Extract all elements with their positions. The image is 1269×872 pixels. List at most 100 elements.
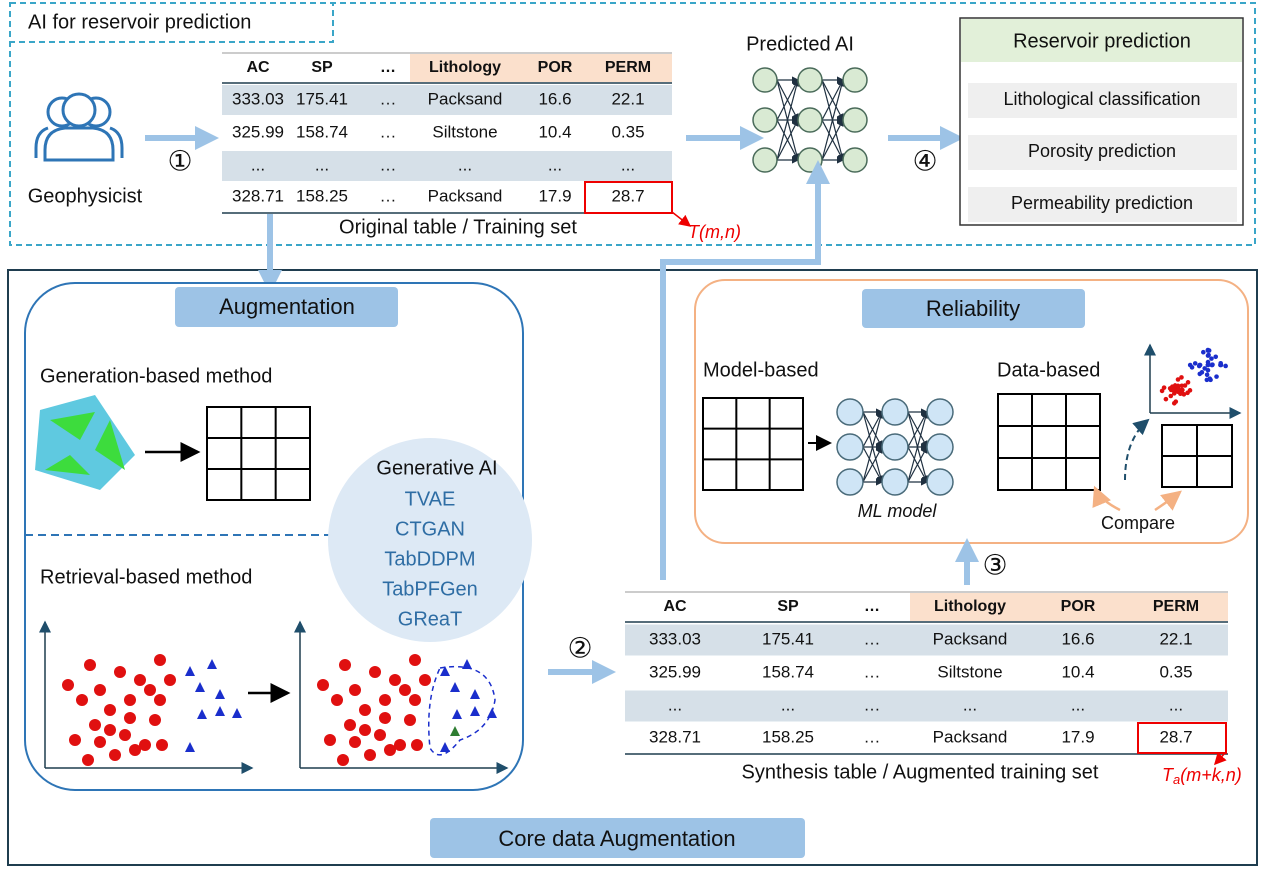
table-cell: 325.99 [232, 122, 284, 141]
table-cell: 328.71 [232, 186, 284, 205]
sample-dot [104, 704, 116, 716]
table-cell: Packsand [428, 89, 503, 108]
sample-dot [394, 739, 406, 751]
sample-dot [384, 744, 396, 756]
table-cell: … [864, 695, 881, 714]
mini-dot [1179, 375, 1184, 380]
row-shade [222, 151, 672, 181]
sample-dot [94, 736, 106, 748]
table-cell: 328.71 [649, 727, 701, 746]
sample-dot [124, 712, 136, 724]
mini-dot [1213, 354, 1219, 360]
reservoir-item-bg [968, 83, 1237, 118]
row-shade [222, 85, 672, 115]
sample-triangle [215, 706, 225, 716]
sample-dot [364, 749, 376, 761]
table-cell: … [864, 727, 881, 746]
table-cell: 28.7 [611, 186, 644, 205]
generative-ai-title: Generative AI [376, 457, 497, 479]
mini-dot [1180, 387, 1185, 393]
table-cell: 175.41 [296, 89, 348, 108]
reliability-title: Reliability [926, 296, 1020, 321]
column-header: PERM [605, 59, 651, 76]
mini-dot [1209, 362, 1215, 368]
net-node [881, 468, 909, 496]
column-header: Lithology [934, 598, 1006, 615]
mini-dot [1179, 383, 1185, 389]
model-based-label: Model-based [703, 359, 819, 381]
mini-dot [1185, 380, 1191, 385]
mini-dot [1175, 387, 1181, 393]
net-node [836, 398, 864, 426]
table-cell: Siltstone [937, 662, 1002, 681]
sample-dot [154, 654, 166, 666]
sample-dot [62, 679, 74, 691]
step-label: ③ [982, 549, 1007, 580]
sample-dot [317, 679, 329, 691]
step-label: ② [567, 632, 592, 663]
sample-triangle [207, 659, 217, 669]
sample-dot [69, 734, 81, 746]
sample-dot [109, 749, 121, 761]
table-cell: 17.9 [538, 186, 571, 205]
annotation-arrow [1213, 751, 1227, 766]
sample-triangle [470, 706, 480, 716]
sample-dot [411, 739, 423, 751]
sample-dot [379, 694, 391, 706]
table-cell: ... [781, 695, 795, 714]
mini-dot [1205, 353, 1211, 358]
net-node [797, 107, 823, 133]
sample-dot [149, 714, 161, 726]
reservoir-item-bg [968, 187, 1237, 222]
method-name: TabDDPM [384, 548, 475, 570]
table-cell: Packsand [428, 186, 503, 205]
net-node [926, 398, 954, 426]
sample-dot [359, 724, 371, 736]
net-node [797, 67, 823, 93]
sample-dot [134, 674, 146, 686]
table-caption: Synthesis table / Augmented training set [742, 761, 1099, 783]
sample-triangle [440, 666, 450, 676]
column-header: AC [663, 598, 687, 615]
mini-dot [1205, 367, 1211, 373]
table-cell: ... [251, 155, 265, 174]
column-header: AC [246, 59, 270, 76]
sample-dot [84, 659, 96, 671]
sample-dot [379, 712, 391, 724]
table-cell: 333.03 [232, 89, 284, 108]
mini-dot [1201, 349, 1206, 355]
column-header: PERM [1153, 598, 1199, 615]
sample-dot [419, 674, 431, 686]
grid-icon [206, 406, 311, 501]
sample-dot [156, 739, 168, 751]
sample-triangle [470, 689, 480, 699]
sample-dot [124, 694, 136, 706]
highlight-box [1137, 722, 1227, 754]
sample-triangle [487, 708, 497, 718]
table-cell: 10.4 [538, 122, 571, 141]
mini-dot [1204, 377, 1210, 383]
reservoir-header [961, 19, 1242, 62]
net-node [926, 468, 954, 496]
header-highlight [910, 593, 1228, 621]
reservoir-item-bg [968, 135, 1237, 170]
net-edge [821, 78, 845, 161]
table-cell: 17.9 [1061, 727, 1094, 746]
mini-dot [1189, 365, 1195, 370]
table-cell: ... [1071, 695, 1085, 714]
generator-icon [35, 395, 135, 490]
sample-dot [399, 684, 411, 696]
mini-dot [1197, 362, 1203, 368]
step-label: ① [167, 145, 192, 176]
table-cell: 22.1 [1159, 629, 1192, 648]
table-cell: 22.1 [611, 89, 644, 108]
sample-dot [349, 736, 361, 748]
sample-triangle [185, 742, 195, 752]
table-cell: 0.35 [1159, 662, 1192, 681]
reservoir-item: Lithological classification [1003, 89, 1200, 109]
row-shade [625, 690, 1228, 722]
core-title: Core data Augmentation [498, 826, 735, 851]
annotation: T(m,n) [688, 222, 741, 242]
sample-dot [339, 659, 351, 671]
sample-triangle [450, 682, 460, 692]
